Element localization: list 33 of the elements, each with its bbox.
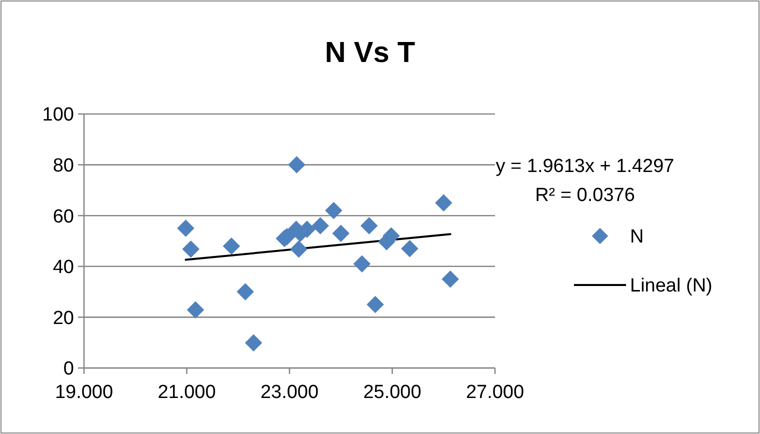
point xyxy=(177,220,194,237)
x-tick-label: 25.000 xyxy=(363,382,422,403)
point xyxy=(332,224,350,242)
point xyxy=(360,217,378,234)
x-tick-label: 19.000 xyxy=(54,382,114,403)
y-tick-label: 60 xyxy=(52,206,74,228)
text: y = 1.9613x + 1.4297 xyxy=(496,156,674,177)
y-tick-label: 80 xyxy=(52,155,74,176)
point xyxy=(401,240,418,258)
point xyxy=(325,202,342,220)
legend-label: N xyxy=(630,226,644,248)
x-tick-label: 27.000 xyxy=(466,382,524,403)
x-tick-label: 21.000 xyxy=(158,382,216,403)
point xyxy=(442,270,459,288)
point xyxy=(288,156,306,174)
point xyxy=(186,301,204,318)
legend-label: Lineal (N) xyxy=(630,276,712,297)
y-tick-label: 100 xyxy=(42,104,74,126)
point xyxy=(290,240,308,258)
point xyxy=(366,296,384,314)
point xyxy=(182,240,200,258)
point xyxy=(434,194,452,212)
y-tick-label: 0 xyxy=(63,358,74,380)
y-tick-label: 20 xyxy=(52,308,74,329)
point xyxy=(353,255,371,272)
point xyxy=(236,283,254,300)
y-tick-label: 40 xyxy=(52,257,74,278)
point xyxy=(222,237,240,255)
chart-title: N Vs T xyxy=(324,37,416,69)
text: R² = 0.0376 xyxy=(535,185,635,206)
x-tick-label: 23.000 xyxy=(260,382,319,403)
point xyxy=(244,334,262,352)
point xyxy=(312,217,329,234)
